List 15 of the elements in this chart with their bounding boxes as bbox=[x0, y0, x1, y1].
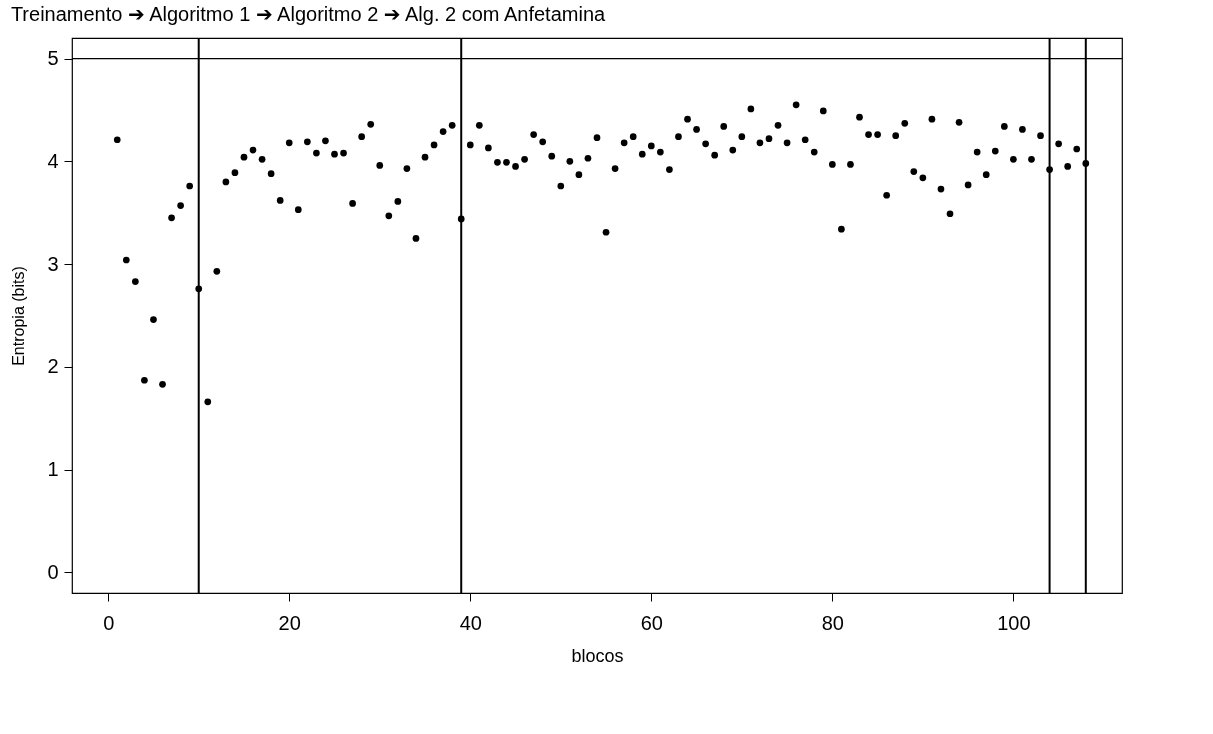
y-tick-label: 3 bbox=[47, 252, 59, 275]
y-tick-label: 0 bbox=[47, 560, 59, 583]
x-tick-label: 40 bbox=[459, 611, 482, 634]
x-tick-label: 80 bbox=[821, 611, 844, 634]
y-tick-label: 1 bbox=[47, 458, 59, 481]
y-tick-label: 5 bbox=[47, 47, 59, 70]
y-axis-title: Entropia (bits) bbox=[10, 266, 28, 366]
x-tick-label: 60 bbox=[640, 611, 663, 634]
y-tick-label: 2 bbox=[47, 355, 59, 378]
x-tick-label: 100 bbox=[997, 611, 1031, 634]
y-tick-label: 4 bbox=[47, 149, 59, 172]
x-tick-label: 20 bbox=[278, 611, 301, 634]
x-tick-label: 0 bbox=[103, 611, 115, 634]
chart-title: Treinamento ➔ Algoritmo 1 ➔ Algoritmo 2 ➔ Alg. 2 com Anfetamina bbox=[10, 3, 606, 25]
x-axis-title: blocos bbox=[571, 645, 624, 666]
